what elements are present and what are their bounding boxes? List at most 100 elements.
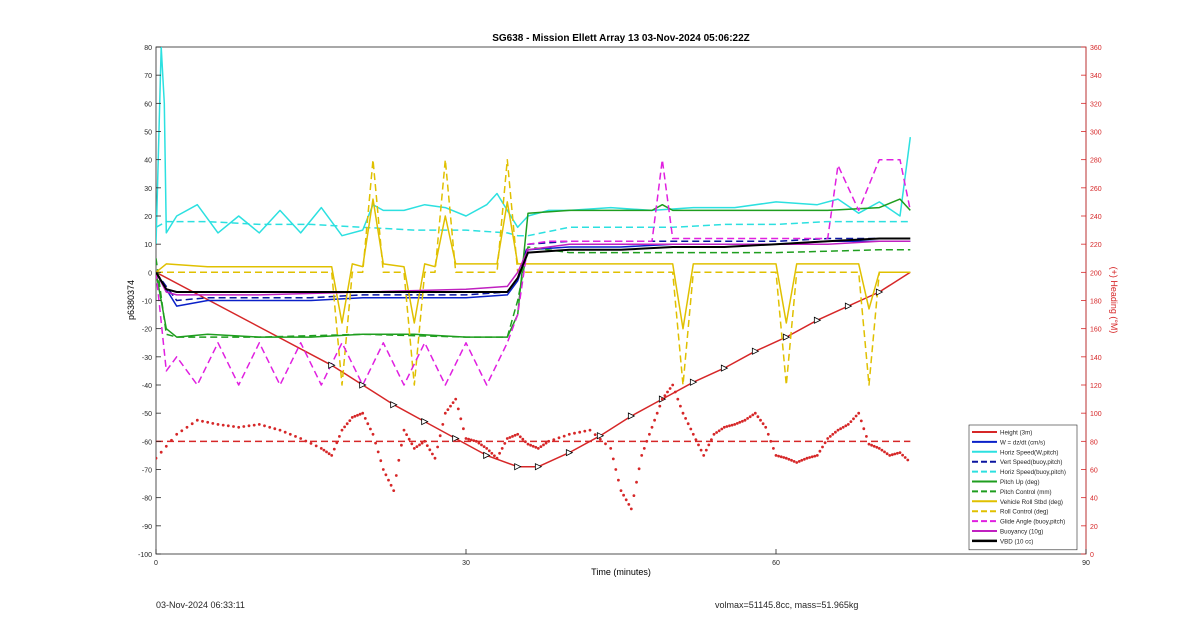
heading-point xyxy=(774,454,778,457)
y2-tick-label: 320 xyxy=(1090,101,1102,108)
heading-point xyxy=(883,450,886,454)
heading-point xyxy=(487,449,491,453)
heading-point xyxy=(699,448,703,452)
heading-point xyxy=(782,456,786,459)
heading-point xyxy=(294,435,297,438)
heading-point xyxy=(206,420,210,424)
heading-point xyxy=(609,447,613,450)
heading-point xyxy=(790,458,793,462)
height-marker xyxy=(534,463,543,471)
series-line xyxy=(156,198,911,338)
footer-volmax-mass: volmax=51145.8cc, mass=51.965kg xyxy=(715,600,859,610)
heading-point xyxy=(436,445,439,449)
heading-point xyxy=(544,441,548,445)
heading-point xyxy=(534,445,538,449)
heading-point xyxy=(330,454,334,457)
heading-point xyxy=(425,444,429,447)
heading-point xyxy=(624,498,628,502)
heading-point xyxy=(443,411,447,415)
y-tick-label: -20 xyxy=(142,327,152,334)
heading-point xyxy=(242,425,246,428)
heading-point xyxy=(691,432,695,436)
heading-point xyxy=(815,454,819,457)
heading-point xyxy=(387,478,390,482)
heading-point xyxy=(397,458,401,462)
legend-entry: W = dz/dt (cm/s) xyxy=(1000,439,1045,446)
heading-point xyxy=(175,432,179,436)
heading-point xyxy=(237,425,241,429)
height-marker xyxy=(514,463,522,471)
series-line xyxy=(156,240,911,296)
height-marker xyxy=(627,412,636,420)
x-tick-label: 90 xyxy=(1082,560,1090,567)
heading-point xyxy=(345,422,349,426)
heading-point xyxy=(490,451,494,455)
heading-point xyxy=(363,417,367,420)
y-tick-label: -40 xyxy=(142,383,152,390)
heading-point xyxy=(431,452,434,456)
heading-point xyxy=(831,432,835,436)
heading-point xyxy=(257,423,261,426)
heading-point xyxy=(803,457,806,461)
heading-point xyxy=(299,437,303,440)
heading-point xyxy=(906,458,910,462)
heading-point xyxy=(766,432,770,436)
heading-point xyxy=(159,450,163,454)
heading-point xyxy=(728,424,731,428)
heading-point xyxy=(846,423,850,426)
heading-point xyxy=(405,433,408,436)
heading-point xyxy=(477,441,481,445)
heading-point xyxy=(880,448,884,452)
y-tick-label: -80 xyxy=(142,496,152,503)
y-tick-label: 0 xyxy=(148,270,152,277)
heading-point xyxy=(531,444,535,448)
series-line xyxy=(156,220,911,237)
chart-title: SG638 - Mission Ellett Array 13 03-Nov-2… xyxy=(492,33,750,44)
heading-point xyxy=(438,434,442,438)
x-tick-label: 60 xyxy=(772,560,780,567)
heading-point xyxy=(836,428,840,432)
heading-point xyxy=(495,456,499,460)
heading-point xyxy=(632,494,636,497)
heading-point xyxy=(679,404,682,408)
heading-point xyxy=(343,425,346,429)
series-line xyxy=(156,271,911,468)
heading-point xyxy=(562,434,566,438)
y2-tick-label: 260 xyxy=(1090,186,1102,193)
y-tick-label: -30 xyxy=(142,355,152,362)
heading-point xyxy=(872,444,876,448)
height-marker xyxy=(483,451,491,460)
y-tick-label: -50 xyxy=(142,411,152,418)
heading-point xyxy=(779,455,783,459)
height-marker xyxy=(751,347,760,355)
heading-point xyxy=(611,457,615,461)
heading-point xyxy=(529,443,532,447)
heading-point xyxy=(885,452,889,456)
heading-point xyxy=(707,443,711,447)
x-axis-label: Time (minutes) xyxy=(591,567,651,577)
heading-point xyxy=(896,451,899,455)
heading-point xyxy=(859,419,863,423)
heading-point xyxy=(653,418,656,422)
heading-point xyxy=(857,411,861,415)
heading-point xyxy=(797,460,801,463)
heading-point xyxy=(552,438,556,441)
series-group xyxy=(156,47,912,471)
heading-point xyxy=(394,474,398,477)
heading-point xyxy=(629,507,633,511)
heading-point xyxy=(332,447,336,451)
heading-point xyxy=(322,448,326,452)
heading-point xyxy=(753,411,757,415)
height-marker xyxy=(452,434,460,443)
y2-tick-label: 220 xyxy=(1090,242,1102,249)
heading-point xyxy=(697,443,700,447)
heading-point xyxy=(777,454,780,458)
height-marker xyxy=(689,378,698,386)
y2-tick-label: 180 xyxy=(1090,299,1102,306)
heading-point xyxy=(371,432,375,436)
heading-point xyxy=(810,455,814,459)
heading-point xyxy=(738,420,742,424)
height-marker xyxy=(359,381,367,389)
heading-point xyxy=(480,443,483,447)
